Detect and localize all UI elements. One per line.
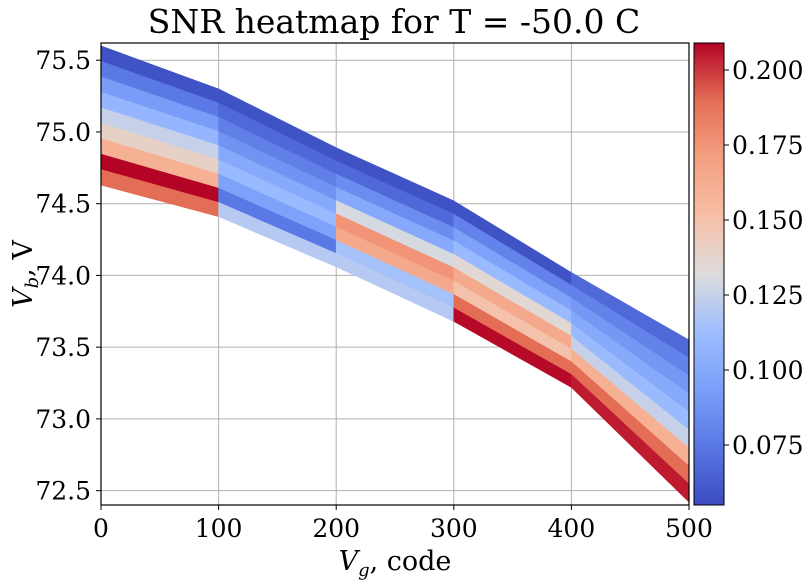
- colorbar-tick-label: 0.100: [732, 356, 804, 385]
- colorbar-tick-label: 0.200: [732, 56, 804, 85]
- y-tick-label: 74.0: [35, 261, 91, 290]
- y-tick-label: 72.5: [35, 477, 91, 506]
- y-axis-label: Vb, V: [8, 240, 43, 308]
- y-tick-label: 74.5: [35, 190, 91, 219]
- x-axis-ticks: 0 100 200 300 400 500: [93, 505, 713, 543]
- x-tick-label: 100: [195, 514, 243, 543]
- y-axis-ticks: 72.5 73.0 73.5 74.0 74.5 75.0 75.5: [35, 46, 101, 506]
- heatmap-bands: [101, 45, 689, 503]
- x-tick-label: 300: [430, 514, 478, 543]
- colorbar-tick-label: 0.150: [732, 206, 804, 235]
- colorbar-ticks: 0.075 0.100 0.125 0.150 0.175 0.200: [724, 56, 804, 460]
- x-tick-label: 200: [312, 514, 360, 543]
- heatmap-cell: [571, 322, 689, 431]
- heatmap-cell: [571, 297, 689, 395]
- y-tick-label: 75.5: [35, 46, 91, 75]
- x-axis-label: Vg, code: [339, 546, 452, 581]
- colorbar-tick-label: 0.125: [732, 281, 804, 310]
- colorbar: [693, 42, 725, 506]
- x-tick-label: 0: [93, 514, 109, 543]
- chart-title: SNR heatmap for T = -50.0 C: [148, 2, 640, 41]
- heatmap-cell: [571, 361, 689, 485]
- heatmap-cell: [571, 310, 689, 413]
- heatmap-cell: [571, 348, 689, 467]
- x-tick-label: 500: [665, 514, 713, 543]
- heatmap-cell: [571, 284, 689, 377]
- heatmap-cell: [571, 272, 689, 359]
- heatmap-cell: [571, 335, 689, 449]
- x-tick-label: 400: [548, 514, 596, 543]
- y-tick-label: 75.0: [35, 118, 91, 147]
- y-tick-label: 73.5: [35, 333, 91, 362]
- heatmap-cell: [571, 373, 689, 503]
- y-tick-label: 73.0: [35, 405, 91, 434]
- plot-frame: [100, 42, 690, 506]
- colorbar-tick-label: 0.075: [732, 431, 804, 460]
- colorbar-tick-label: 0.175: [732, 131, 804, 160]
